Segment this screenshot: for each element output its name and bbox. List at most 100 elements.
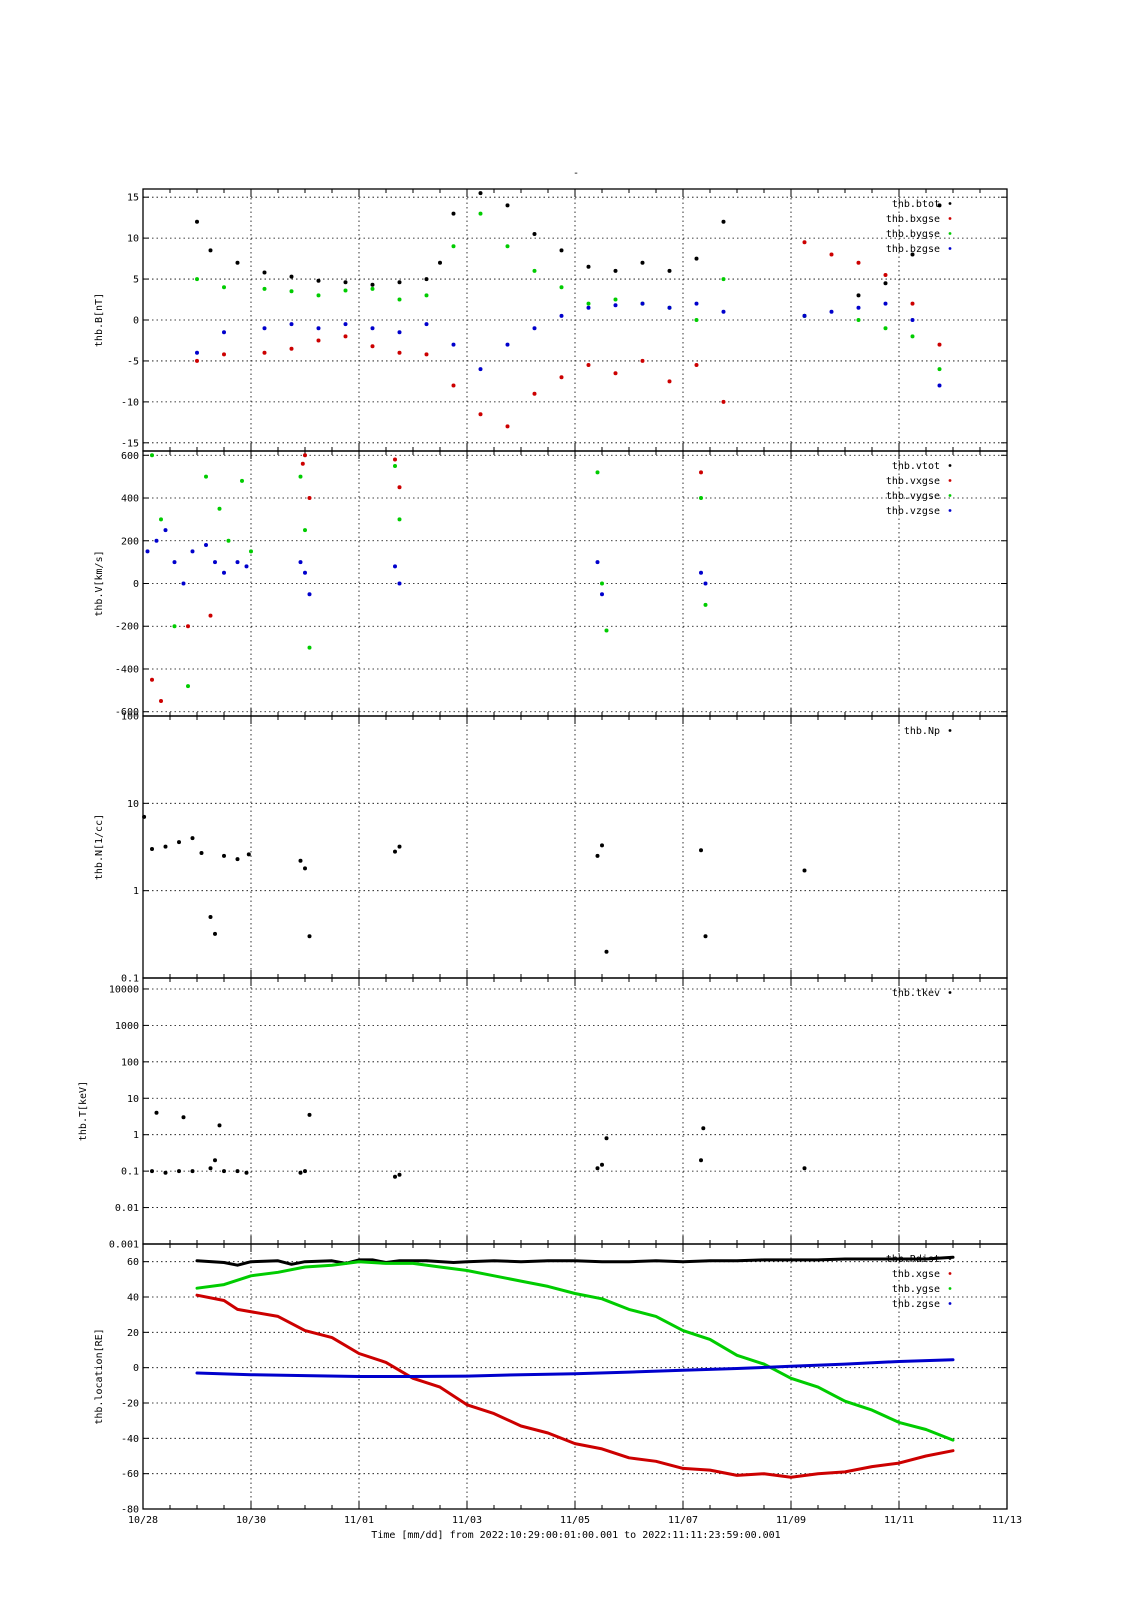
data-point xyxy=(701,1126,706,1131)
y-axis-label: thb.V[km/s] xyxy=(94,550,105,616)
data-point xyxy=(235,560,240,565)
data-point xyxy=(802,868,807,873)
data-point xyxy=(505,342,510,347)
data-point xyxy=(226,538,231,543)
y-tick-label: 15 xyxy=(127,193,139,204)
data-point xyxy=(204,474,208,479)
legend-marker xyxy=(948,202,952,205)
legend-label: thb.zgse xyxy=(892,1299,940,1310)
y-tick-label: -5 xyxy=(127,356,139,367)
data-point xyxy=(937,203,942,208)
data-point xyxy=(829,309,834,314)
y-tick-label: -400 xyxy=(115,664,139,675)
data-point xyxy=(244,564,249,569)
data-point xyxy=(397,517,402,522)
y-tick-label: 100 xyxy=(121,712,139,723)
y-tick-label: 20 xyxy=(127,1328,139,1339)
x-tick-label: 11/01 xyxy=(344,1515,374,1526)
data-point xyxy=(208,1166,213,1171)
data-point xyxy=(910,318,915,322)
y-tick-label: -40 xyxy=(121,1434,139,1445)
data-point xyxy=(505,424,510,429)
data-point xyxy=(235,857,240,862)
data-point xyxy=(667,305,672,310)
data-point xyxy=(307,645,312,650)
data-point xyxy=(721,219,726,224)
legend-label: thb.Rdist xyxy=(886,1254,940,1265)
data-point xyxy=(937,367,942,372)
data-point xyxy=(195,219,199,224)
data-point xyxy=(883,326,888,331)
data-point xyxy=(150,1169,154,1174)
data-point xyxy=(397,581,402,586)
y-tick-label: 10 xyxy=(127,234,139,245)
y-tick-label: 10 xyxy=(127,1094,139,1105)
data-point xyxy=(300,461,305,466)
y-tick-label: 1000 xyxy=(115,1021,139,1032)
data-point xyxy=(172,624,177,629)
data-point xyxy=(640,301,645,306)
data-point xyxy=(262,350,267,355)
data-point xyxy=(856,318,861,322)
y-tick-label: 100 xyxy=(121,1057,139,1068)
data-point xyxy=(703,602,708,607)
data-point xyxy=(240,478,244,483)
data-point xyxy=(370,286,375,291)
data-point xyxy=(393,849,397,854)
panel-frame xyxy=(142,1243,1008,1510)
legend-marker xyxy=(948,247,952,250)
data-point xyxy=(370,326,375,331)
x-tick-label: 11/09 xyxy=(776,1515,806,1526)
data-point xyxy=(235,260,240,265)
legend-marker xyxy=(948,1257,952,1260)
data-point xyxy=(721,309,726,314)
data-point xyxy=(703,581,708,586)
data-point xyxy=(604,628,609,633)
data-point xyxy=(307,592,312,597)
data-point xyxy=(249,549,253,554)
panel-1: -15 -10 -5 0 5 10 15 thb.B[nT] thb.btot thb.bxgse… xyxy=(94,188,1008,452)
data-point xyxy=(559,248,564,253)
data-point xyxy=(600,1162,604,1167)
x-tick-label: 11/03 xyxy=(452,1515,482,1526)
data-point xyxy=(595,470,600,475)
data-point xyxy=(883,273,888,277)
y-tick-label: 200 xyxy=(121,536,139,547)
data-point xyxy=(883,281,888,286)
data-point xyxy=(289,322,294,327)
data-point xyxy=(181,1115,186,1120)
data-point xyxy=(532,232,537,236)
series-line-thb.xgse xyxy=(195,1293,955,1479)
data-point xyxy=(163,528,168,533)
data-point xyxy=(343,334,348,339)
data-point xyxy=(937,383,942,388)
y-tick-label: 0 xyxy=(133,579,139,590)
legend-label: thb.tkev xyxy=(892,988,940,999)
data-point xyxy=(222,1169,226,1174)
data-point xyxy=(289,346,294,351)
data-point xyxy=(316,338,321,343)
data-point xyxy=(424,293,429,298)
y-tick-label: 400 xyxy=(121,494,139,505)
data-point xyxy=(190,836,195,841)
data-point xyxy=(595,560,600,565)
data-point xyxy=(883,301,888,306)
y-tick-label: -15 xyxy=(121,438,139,449)
data-point xyxy=(604,949,609,954)
data-point xyxy=(289,289,294,294)
data-point xyxy=(532,326,537,331)
legend-label: thb.bzgse xyxy=(886,244,940,255)
data-point xyxy=(289,274,294,279)
y-tick-label: 40 xyxy=(127,1293,139,1304)
y-tick-label: 600 xyxy=(121,451,139,462)
data-point xyxy=(694,256,699,261)
data-point xyxy=(586,301,591,306)
x-tick-label: 11/11 xyxy=(884,1515,914,1526)
data-point xyxy=(424,352,429,357)
data-point xyxy=(910,301,915,306)
panel-4: 0.001 0.01 0.1 1 10 100 1000 10000 thb.T[keV] thb… xyxy=(78,977,1008,1251)
data-point xyxy=(478,412,483,417)
legend-marker xyxy=(948,1272,952,1275)
legend-label: thb.bxgse xyxy=(886,214,940,225)
